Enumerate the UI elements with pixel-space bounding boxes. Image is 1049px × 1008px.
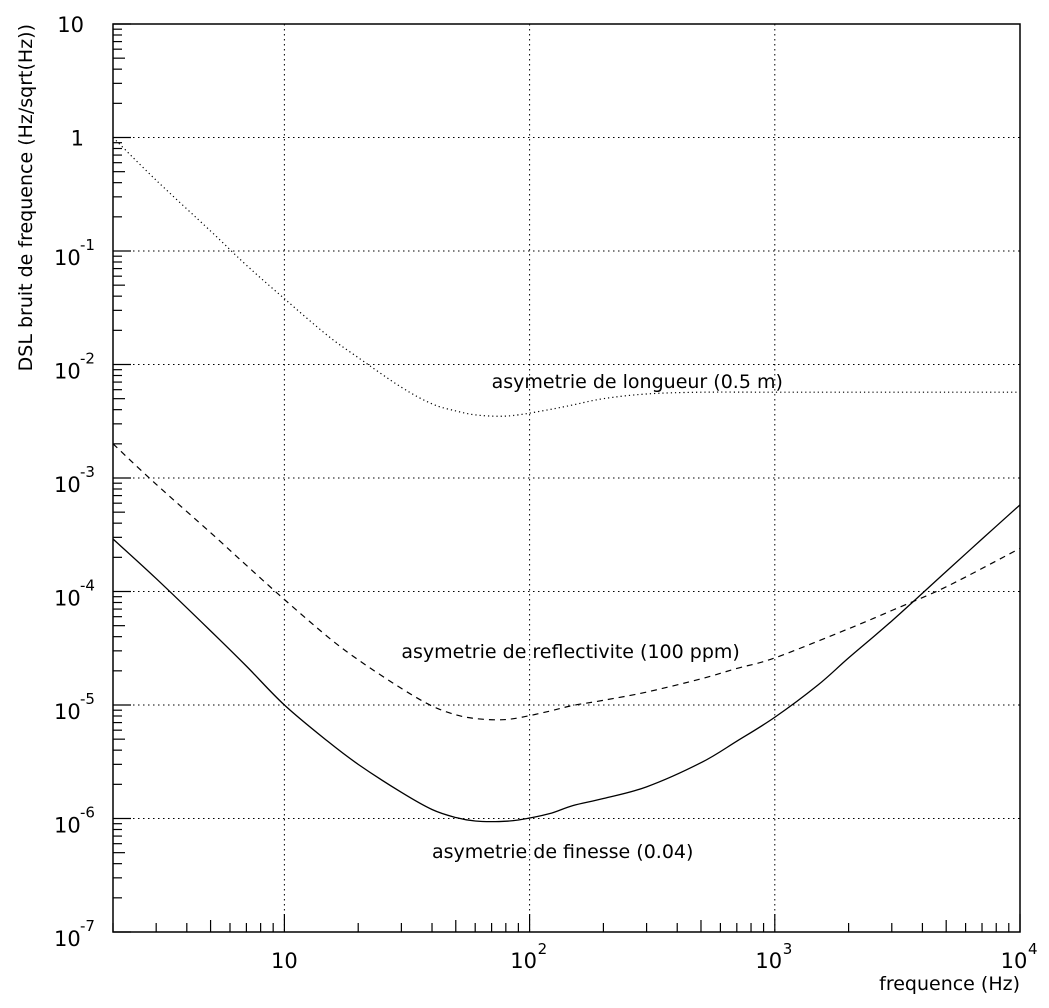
y-tick-base: 10 xyxy=(57,13,84,37)
series-line-solid xyxy=(112,504,1021,823)
series-annotation: asymetrie de finesse (0.04) xyxy=(432,841,693,863)
y-tick-label: 10-3 xyxy=(54,463,95,497)
series-line-dashed xyxy=(112,443,1021,721)
x-tick-label: 10 xyxy=(271,949,298,973)
x-tick-label: 10 2 xyxy=(510,940,547,973)
x-tick-exponent: 2 xyxy=(538,940,548,958)
x-tick-exponent: 3 xyxy=(783,940,793,958)
y-tick-exponent: -4 xyxy=(80,577,95,595)
y-tick-label: 10-1 xyxy=(54,236,95,270)
y-tick-exponent: -6 xyxy=(80,804,95,822)
y-axis-title: DSL bruit de frequence (Hz/sqrt(Hz)) xyxy=(15,24,37,371)
x-tick-label: 10 4 xyxy=(1001,940,1038,973)
y-tick-label: 10-2 xyxy=(54,350,95,384)
y-tick-label: 1 xyxy=(71,127,84,151)
y-tick-label: 10-4 xyxy=(54,577,95,611)
y-tick-base: 10 xyxy=(54,814,81,838)
ticks-layer: 10 10 2 10 3 10 410110-110-210-310-410-510-610… xyxy=(54,13,1038,973)
x-tick-base: 10 xyxy=(510,949,537,973)
y-tick-base: 10 xyxy=(54,927,81,951)
y-tick-base: 10 xyxy=(54,473,81,497)
y-tick-label: 10-5 xyxy=(54,690,95,724)
y-tick-base: 10 xyxy=(54,360,81,384)
y-tick-exponent: -5 xyxy=(80,690,95,708)
y-tick-base: 1 xyxy=(71,127,84,151)
series-annotation: asymetrie de reflectivite (100 ppm) xyxy=(401,641,739,663)
x-tick-base: 10 xyxy=(755,949,782,973)
y-tick-exponent: -3 xyxy=(80,463,95,481)
y-tick-base: 10 xyxy=(54,246,81,270)
x-tick-base: 10 xyxy=(271,949,298,973)
y-tick-exponent: -1 xyxy=(80,236,95,254)
series-layer xyxy=(112,137,1021,823)
series-annotation: asymetrie de longueur (0.5 m) xyxy=(492,371,783,393)
y-tick-label: 10-6 xyxy=(54,804,95,838)
x-axis-title: frequence (Hz) xyxy=(879,973,1020,995)
grid-layer xyxy=(113,24,1020,932)
series-line-dotted xyxy=(112,137,1020,417)
x-tick-base: 10 xyxy=(1001,949,1028,973)
y-tick-base: 10 xyxy=(54,700,81,724)
x-tick-exponent: 4 xyxy=(1028,940,1038,958)
plot-frame xyxy=(112,23,1021,933)
y-tick-label: 10-7 xyxy=(54,917,95,951)
y-tick-base: 10 xyxy=(54,587,81,611)
annotation-layer: asymetrie de longueur (0.5 m) asymetrie d… xyxy=(401,371,782,863)
y-tick-exponent: -7 xyxy=(80,917,95,935)
x-tick-label: 10 3 xyxy=(755,940,792,973)
y-tick-exponent: -2 xyxy=(80,350,95,368)
y-tick-label: 10 xyxy=(57,13,84,37)
